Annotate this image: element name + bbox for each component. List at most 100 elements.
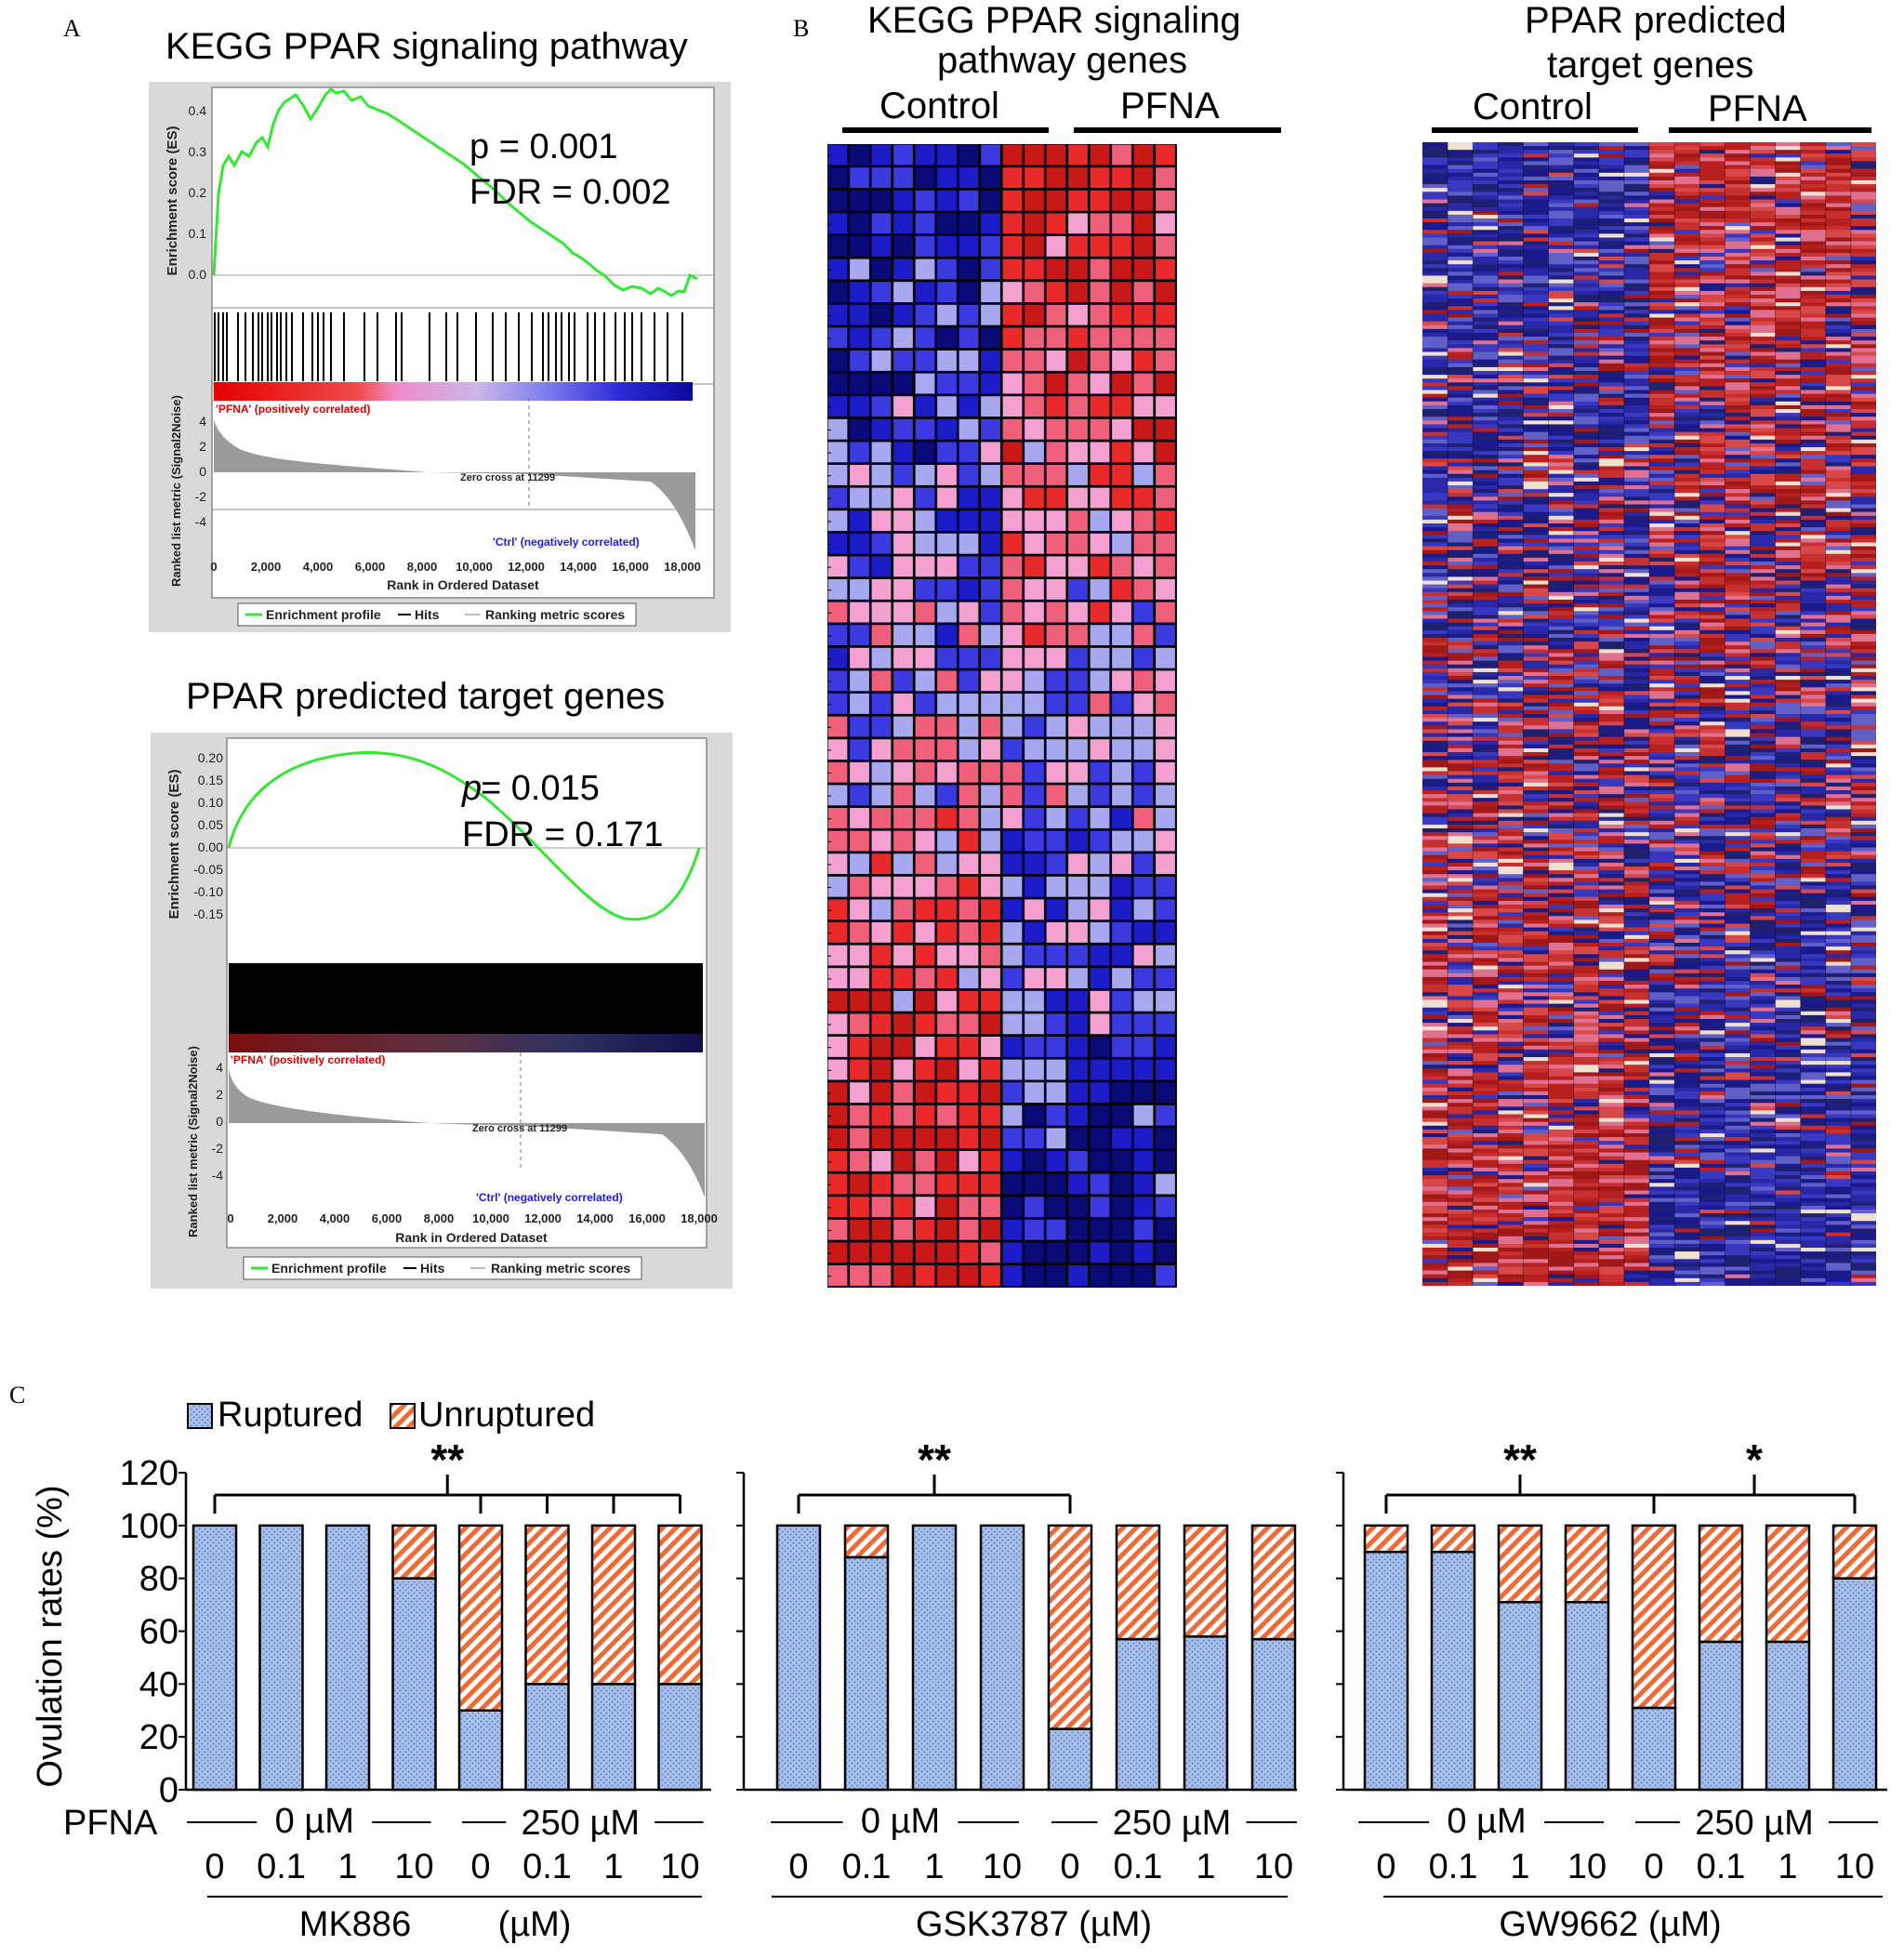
heatmap-cell (1825, 976, 1852, 982)
heatmap-cell (1023, 1241, 1046, 1264)
heatmap-cell (1473, 355, 1499, 361)
heatmap-cell (1473, 279, 1499, 284)
heatmap-cell (1775, 733, 1802, 738)
heatmap-cell (1800, 695, 1827, 700)
heatmap-cell (1850, 222, 1877, 227)
heatmap-cell (1498, 733, 1524, 738)
heatmap-cell (826, 989, 849, 1012)
heatmap-cell (1448, 950, 1474, 955)
heatmap-cell (826, 920, 849, 945)
heatmap-cell (1473, 549, 1499, 555)
heatmap-cell (1523, 268, 1550, 272)
heatmap-cell (1623, 824, 1650, 829)
heatmap-cell (1750, 359, 1777, 364)
heatmap-cell (1573, 744, 1600, 749)
heatmap-cell (1523, 687, 1550, 692)
heatmap-cell (1850, 580, 1877, 586)
heatmap-cell (1725, 268, 1751, 272)
es-axis-label: Enrichment score (ES) (166, 770, 182, 919)
heatmap-cell (1089, 898, 1111, 921)
heatmap-cell (1750, 180, 1777, 185)
heatmap-cell (1598, 584, 1625, 589)
heatmap-cell (1825, 729, 1852, 734)
heatmap-cell (1775, 706, 1802, 711)
heatmap-cell (1825, 813, 1852, 818)
heatmap-cell (1448, 206, 1474, 212)
heatmap-cell (1850, 733, 1877, 738)
heatmap-cell (1422, 893, 1448, 898)
heatmap-cell (1448, 431, 1474, 437)
heatmap-cell (1473, 337, 1499, 341)
heatmap-cell (1649, 546, 1675, 551)
heatmap-cell (1573, 443, 1600, 448)
heatmap-cell (1573, 695, 1600, 700)
heatmap-cell (1573, 504, 1600, 509)
heatmap-cell (1699, 916, 1726, 920)
heatmap-cell (1573, 969, 1600, 974)
heatmap-cell (1473, 424, 1499, 429)
heatmap-cell (1089, 1127, 1111, 1150)
x-tick: 14,000 (560, 560, 597, 574)
heatmap-cell (1523, 424, 1550, 429)
heatmap-cell (1473, 938, 1499, 944)
heatmap-cell (1750, 896, 1777, 902)
heatmap-cell (1548, 573, 1575, 577)
heatmap-cell (1649, 840, 1675, 844)
heatmap-cell (1674, 874, 1700, 879)
heatmap-cell (1800, 317, 1827, 323)
heatmap-cell (1001, 281, 1024, 304)
heatmap-cell (1573, 790, 1600, 795)
heatmap-cell (1422, 691, 1448, 695)
heatmap-cell (1573, 954, 1600, 959)
heatmap-cell (1023, 898, 1046, 921)
heatmap-cell (1750, 603, 1777, 608)
heatmap-cell (1498, 981, 1524, 986)
heatmap-cell (1825, 351, 1852, 357)
heatmap-cell (1699, 709, 1726, 715)
heatmap-cell (1674, 557, 1700, 562)
heatmap-cell (1775, 562, 1802, 566)
heatmap-cell (1573, 958, 1600, 962)
heatmap-cell (1775, 252, 1802, 258)
heatmap-cell (1825, 153, 1852, 158)
heatmap-cell (935, 509, 959, 533)
heatmap-cell (1649, 146, 1675, 151)
heatmap-cell (914, 1127, 936, 1150)
heatmap-cell (892, 761, 915, 784)
heatmap-cell (1825, 981, 1852, 986)
heatmap-cell (1498, 321, 1524, 326)
heatmap-cell (1750, 851, 1777, 856)
heatmap-cell (1775, 851, 1802, 856)
heatmap-cell (848, 601, 871, 624)
heatmap-cell (1422, 557, 1448, 562)
heatmap-cell (1623, 900, 1650, 906)
heatmap-cell (1725, 691, 1751, 695)
heatmap-cell (1132, 1241, 1155, 1264)
heatmap-cell (1573, 961, 1600, 967)
heatmap-cell (1573, 786, 1600, 791)
heatmap-cell (1089, 395, 1111, 418)
heatmap-cell (1775, 397, 1802, 403)
heatmap-cell (1573, 840, 1600, 844)
heatmap-cell (914, 441, 936, 464)
heatmap-cell (1725, 912, 1751, 917)
heatmap-cell (826, 944, 849, 967)
heatmap-cell (1422, 760, 1448, 764)
heatmap-cell (1775, 843, 1802, 848)
heatmap-cell (1548, 481, 1575, 486)
heatmap-cell (1850, 816, 1877, 822)
heatmap-cell (1089, 258, 1111, 281)
heatmap-cell (1498, 969, 1524, 974)
heatmap-cell (1775, 527, 1802, 532)
heatmap-cell (1725, 428, 1751, 433)
heatmap-cell (1649, 413, 1675, 417)
heatmap-cell (1548, 908, 1575, 913)
heatmap-cell (958, 784, 980, 807)
heatmap-cell (1674, 805, 1700, 810)
heatmap-cell (1649, 493, 1675, 497)
heatmap-cell (1623, 972, 1650, 978)
heatmap-cell (1775, 870, 1802, 875)
heatmap-cell (1775, 557, 1802, 562)
heatmap-cell (1066, 966, 1090, 990)
heatmap-cell (1498, 756, 1524, 761)
